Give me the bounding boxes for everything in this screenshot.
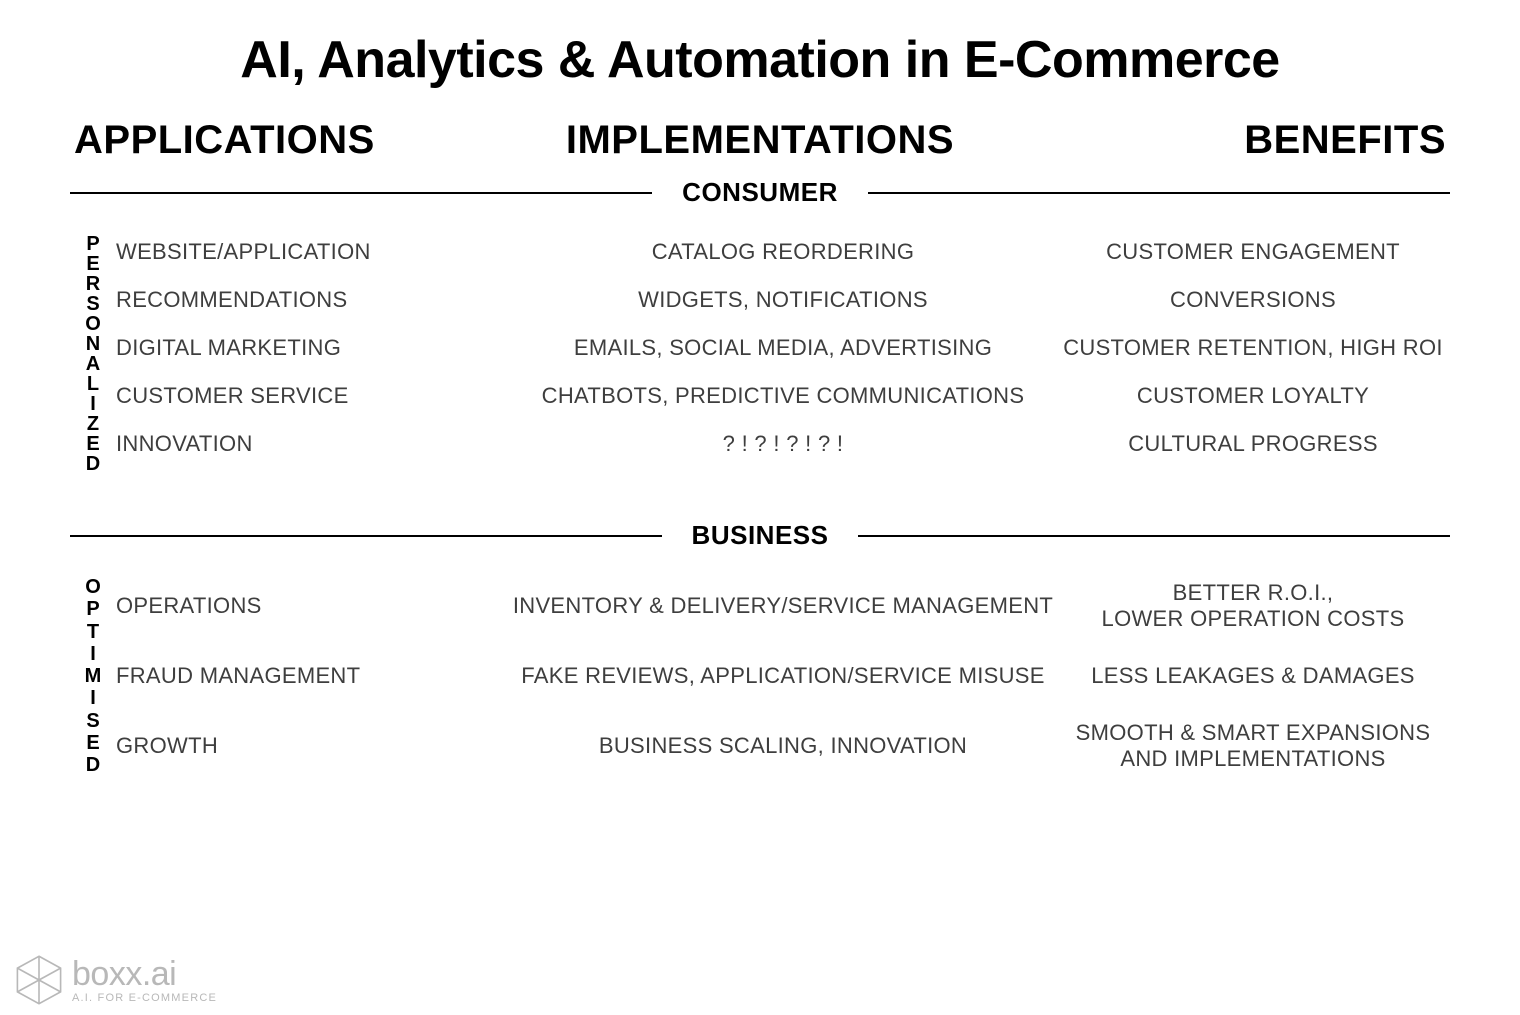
business-rows: OPERATIONS INVENTORY & DELIVERY/SERVICE … (116, 571, 1450, 781)
page: AI, Analytics & Automation in E-Commerce… (0, 0, 1520, 1015)
impl-cell: CATALOG REORDERING (510, 239, 1056, 265)
consumer-block: PERSONALIZED WEBSITE/APPLICATION CATALOG… (70, 228, 1450, 480)
impl-cell: CHATBOTS, PREDICTIVE COMMUNICATIONS (510, 383, 1056, 409)
impl-cell: EMAILS, SOCIAL MEDIA, ADVERTISING (510, 335, 1056, 361)
logo-text: boxx.ai A.I. FOR E-COMMERCE (72, 957, 217, 1004)
impl-cell: WIDGETS, NOTIFICATIONS (510, 287, 1056, 313)
section-label-business: BUSINESS (662, 520, 859, 551)
table-row: GROWTH BUSINESS SCALING, INNOVATION SMOO… (116, 711, 1450, 781)
logo-cube-icon (12, 953, 66, 1007)
app-cell: FRAUD MANAGEMENT (116, 663, 510, 689)
impl-cell: BUSINESS SCALING, INNOVATION (510, 733, 1056, 759)
divider-line (868, 192, 1450, 194)
col-header-implementations: IMPLEMENTATIONS (510, 118, 1010, 163)
app-cell: OPERATIONS (116, 593, 510, 619)
table-row: DIGITAL MARKETING EMAILS, SOCIAL MEDIA, … (116, 324, 1450, 372)
ben-cell: CUSTOMER ENGAGEMENT (1056, 239, 1450, 265)
ben-cell: CUSTOMER LOYALTY (1056, 383, 1450, 409)
app-cell: WEBSITE/APPLICATION (116, 239, 510, 265)
col-header-applications: APPLICATIONS (70, 118, 510, 163)
side-label-optimised: OPTIMISED (70, 571, 116, 781)
app-cell: GROWTH (116, 733, 510, 759)
divider-line (70, 535, 662, 537)
impl-cell: INVENTORY & DELIVERY/SERVICE MANAGEMENT (510, 593, 1056, 619)
logo-tagline: A.I. FOR E-COMMERCE (72, 993, 217, 1004)
page-title: AI, Analytics & Automation in E-Commerce (70, 30, 1450, 90)
table-row: WEBSITE/APPLICATION CATALOG REORDERING C… (116, 228, 1450, 276)
ben-cell: CONVERSIONS (1056, 287, 1450, 313)
section-label-consumer: CONSUMER (652, 177, 868, 208)
side-label-personalized: PERSONALIZED (70, 228, 116, 480)
app-cell: DIGITAL MARKETING (116, 335, 510, 361)
table-row: OPERATIONS INVENTORY & DELIVERY/SERVICE … (116, 571, 1450, 641)
app-cell: RECOMMENDATIONS (116, 287, 510, 313)
divider-line (70, 192, 652, 194)
ben-cell: SMOOTH & SMART EXPANSIONS AND IMPLEMENTA… (1056, 720, 1450, 773)
section-divider-consumer: CONSUMER (70, 177, 1450, 208)
business-block: OPTIMISED OPERATIONS INVENTORY & DELIVER… (70, 571, 1450, 781)
app-cell: INNOVATION (116, 431, 510, 457)
section-divider-business: BUSINESS (70, 520, 1450, 551)
table-row: CUSTOMER SERVICE CHATBOTS, PREDICTIVE CO… (116, 372, 1450, 420)
brand-logo: boxx.ai A.I. FOR E-COMMERCE (12, 953, 217, 1007)
logo-brand-name: boxx.ai (72, 957, 217, 991)
col-header-benefits: BENEFITS (1010, 118, 1450, 163)
impl-cell: FAKE REVIEWS, APPLICATION/SERVICE MISUSE (510, 663, 1056, 689)
table-row: RECOMMENDATIONS WIDGETS, NOTIFICATIONS C… (116, 276, 1450, 324)
app-cell: CUSTOMER SERVICE (116, 383, 510, 409)
divider-line (858, 535, 1450, 537)
ben-cell: BETTER R.O.I., LOWER OPERATION COSTS (1056, 580, 1450, 633)
spacer (70, 488, 1450, 510)
ben-cell: CULTURAL PROGRESS (1056, 431, 1450, 457)
ben-cell: LESS LEAKAGES & DAMAGES (1056, 663, 1450, 689)
ben-cell: CUSTOMER RETENTION, HIGH ROI (1056, 335, 1450, 361)
consumer-rows: WEBSITE/APPLICATION CATALOG REORDERING C… (116, 228, 1450, 480)
column-headers: APPLICATIONS IMPLEMENTATIONS BENEFITS (70, 118, 1450, 163)
table-row: INNOVATION ? ! ? ! ? ! ? ! CULTURAL PROG… (116, 420, 1450, 468)
table-row: FRAUD MANAGEMENT FAKE REVIEWS, APPLICATI… (116, 641, 1450, 711)
impl-cell: ? ! ? ! ? ! ? ! (510, 431, 1056, 457)
